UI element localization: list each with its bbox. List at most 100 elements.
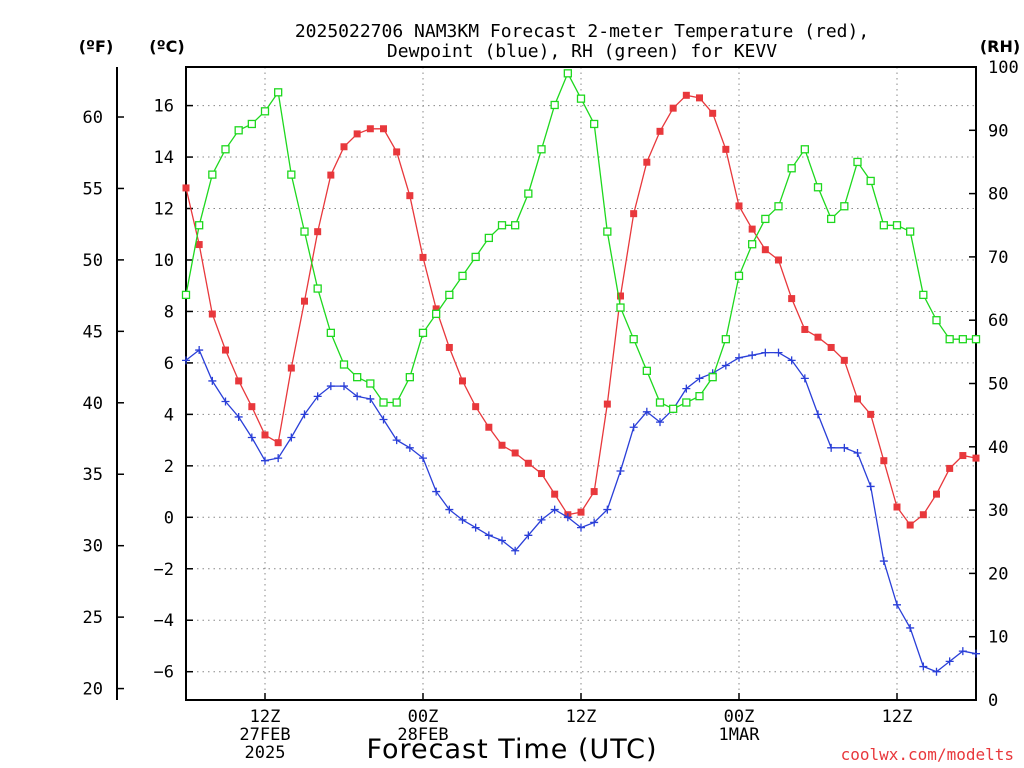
- series-point: [787, 356, 796, 365]
- series-point: [511, 221, 520, 230]
- series-point: [287, 433, 296, 442]
- celsius-tick-label: 14: [154, 148, 174, 168]
- fahrenheit-tick-label: 35: [83, 465, 103, 485]
- fahrenheit-tick-label: 20: [83, 680, 103, 700]
- series-point: [827, 343, 835, 351]
- series-point: [880, 457, 888, 465]
- series-point: [313, 284, 322, 293]
- series-point: [669, 104, 677, 112]
- time-tick-label: 00Z: [724, 707, 755, 727]
- series-point: [590, 488, 598, 496]
- rh-tick-label: 0: [988, 691, 998, 711]
- series-point: [248, 403, 256, 411]
- series-point: [550, 100, 559, 110]
- series-point: [393, 148, 401, 156]
- series-point: [695, 392, 704, 401]
- chart-axes: [116, 66, 977, 701]
- series-point: [261, 456, 269, 465]
- chart-title-line-1: 2025022706 NAM3KM Forecast 2-meter Tempe…: [295, 21, 869, 42]
- series-point: [616, 303, 625, 312]
- series-point: [405, 373, 414, 382]
- celsius-tick-label: −6: [154, 663, 174, 683]
- tick-labels: 202530354045505560−6−4−20246810121416010…: [83, 58, 1019, 763]
- celsius-tick-label: −4: [154, 611, 174, 631]
- celsius-tick-label: −2: [154, 560, 174, 580]
- series-point: [538, 470, 545, 478]
- series-point: [247, 119, 256, 129]
- series-point: [617, 292, 624, 300]
- time-tick-label: 12Z: [882, 707, 913, 727]
- series-point: [274, 439, 282, 447]
- series-point: [551, 490, 559, 498]
- series-point: [406, 192, 414, 200]
- series-point: [445, 343, 453, 351]
- fahrenheit-tick-label: 55: [83, 179, 103, 199]
- series-point: [879, 557, 888, 566]
- chart-title-line-2: Dewpoint (blue), RH (green) for KEVV: [387, 41, 777, 62]
- series-point: [932, 316, 941, 325]
- series-point: [234, 412, 243, 421]
- series-point: [326, 328, 335, 338]
- series-point: [511, 546, 520, 555]
- celsius-tick-label: 16: [154, 97, 174, 117]
- series-point: [933, 490, 940, 498]
- series-point: [722, 145, 730, 153]
- series-point: [958, 335, 967, 344]
- time-tick-label: 27FEB: [239, 725, 290, 745]
- series-point: [471, 523, 480, 532]
- series-point: [814, 333, 822, 341]
- series-point: [787, 164, 796, 173]
- series-point: [682, 384, 691, 393]
- fahrenheit-tick-label: 50: [83, 251, 103, 271]
- series-point: [788, 295, 796, 303]
- series-point: [432, 305, 440, 313]
- series-point: [734, 271, 744, 281]
- series-point: [761, 348, 770, 357]
- series-point: [827, 214, 836, 224]
- series-point: [313, 392, 322, 401]
- series-point: [300, 410, 309, 419]
- series-point: [287, 364, 295, 372]
- series-point: [366, 125, 374, 133]
- series-point: [946, 464, 954, 472]
- series-point: [484, 233, 493, 243]
- series-point: [221, 397, 230, 406]
- series-point: [181, 290, 191, 300]
- time-tick-label: 2025: [245, 743, 286, 763]
- series-point: [353, 373, 362, 382]
- fahrenheit-unit-label: (ºF): [79, 37, 114, 56]
- grid-lines: [186, 67, 976, 700]
- series-point: [590, 119, 599, 129]
- series-point: [274, 88, 283, 97]
- series-point: [339, 360, 349, 369]
- rh-tick-label: 20: [988, 564, 1008, 584]
- series-point: [182, 356, 190, 365]
- series-point: [813, 183, 823, 192]
- series-point: [195, 346, 204, 355]
- series-point: [629, 335, 638, 344]
- celsius-tick-label: 6: [164, 354, 174, 374]
- series-point: [418, 328, 428, 338]
- series-point: [195, 241, 203, 249]
- rh-tick-label: 30: [988, 501, 1008, 521]
- series-point: [458, 515, 467, 524]
- series-point: [379, 398, 388, 407]
- series-point: [497, 221, 507, 230]
- rh-tick-label: 10: [988, 628, 1008, 648]
- series-point: [721, 361, 730, 370]
- series-point: [932, 667, 941, 676]
- series-point: [919, 511, 927, 519]
- time-tick-label: 12Z: [566, 707, 597, 727]
- fahrenheit-tick-label: 40: [83, 394, 103, 414]
- time-tick-label: 28FEB: [397, 725, 448, 745]
- series-point: [840, 356, 848, 364]
- series-point: [866, 176, 875, 186]
- series-point: [366, 394, 375, 403]
- series-point: [524, 531, 533, 540]
- series-point: [366, 379, 375, 388]
- series-point: [326, 382, 335, 391]
- series-point: [392, 436, 401, 445]
- series-point: [484, 531, 493, 540]
- series-point: [577, 508, 585, 516]
- series-point: [340, 143, 348, 151]
